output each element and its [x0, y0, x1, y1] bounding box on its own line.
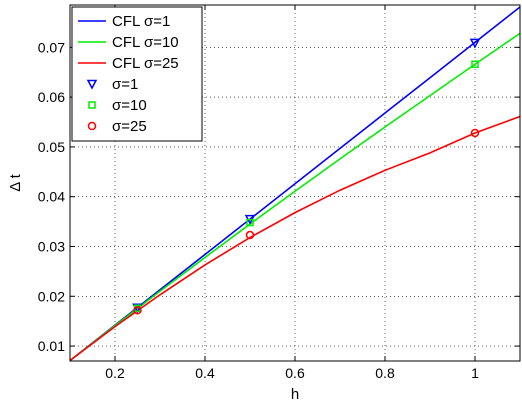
- legend-swatch-3: [86, 79, 98, 90]
- legend-label-4: σ=10: [112, 97, 147, 114]
- data-point-5-0: [133, 305, 142, 315]
- x-axis-label: h: [291, 386, 299, 403]
- x-tick-label: 0.2: [105, 365, 125, 381]
- grid: [70, 5, 520, 361]
- series-line-0: [69, 6, 521, 362]
- data-point-5-2: [470, 128, 480, 138]
- series-line-1: [69, 32, 521, 362]
- legend-label-1: CFL σ=10: [112, 34, 179, 51]
- legend: CFL σ=1 CFL σ=10 CFL σ=25 σ=1 σ=10 σ=25: [71, 6, 203, 142]
- y-tick-label: 0.05: [38, 139, 65, 155]
- x-tick-label: 1: [471, 365, 479, 381]
- legend-label-3: σ=1: [112, 76, 138, 93]
- y-tick-label: 0.01: [38, 338, 65, 354]
- legend-swatch-5: [87, 121, 97, 131]
- axis-ticks: 0.2 0.4 0.6 0.8 1 0.01 0.02 0.03 0.04 0.05 0.06 0.0…: [38, 5, 520, 381]
- legend-swatch-4: [88, 101, 96, 109]
- data-point-3-2: [469, 38, 481, 49]
- y-axis-label: Δ t: [7, 173, 24, 191]
- y-tick-label: 0.07: [38, 39, 65, 55]
- data-point-4-1: [246, 218, 254, 227]
- y-tick-label: 0.03: [38, 238, 65, 254]
- x-tick-label: 0.8: [375, 365, 395, 381]
- legend-label-5: σ=25: [112, 118, 147, 135]
- legend-box: [71, 6, 203, 142]
- data-point-5-1: [245, 230, 255, 240]
- x-tick-label: 0.6: [285, 365, 305, 381]
- legend-label-0: CFL σ=1: [112, 13, 170, 30]
- y-tick-label: 0.02: [38, 288, 65, 304]
- legend-label-2: CFL σ=25: [112, 55, 179, 72]
- x-tick-label: 0.4: [195, 365, 215, 381]
- y-tick-label: 0.06: [38, 89, 65, 105]
- data-point-4-2: [471, 60, 479, 69]
- y-tick-label: 0.04: [38, 189, 65, 205]
- series-lines: [69, 6, 521, 362]
- series-line-2: [69, 115, 521, 362]
- series-markers: [132, 38, 481, 315]
